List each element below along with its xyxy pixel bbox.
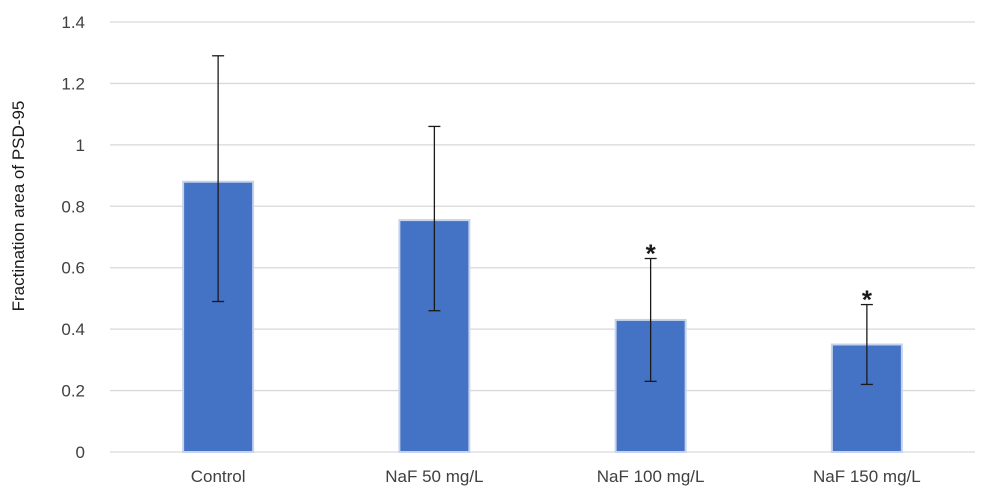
- y-axis-label: Fractination area of PSD-95: [9, 101, 28, 312]
- error-bar-1: [428, 125, 441, 312]
- grid-lines: [110, 21, 975, 453]
- x-tick-label: NaF 150 mg/L: [813, 467, 921, 486]
- bars: [182, 180, 903, 453]
- significance-marker-3: *: [862, 285, 873, 315]
- y-tick-label: 0.4: [61, 320, 85, 339]
- error-bars: [212, 55, 873, 386]
- x-tick-label: NaF 50 mg/L: [385, 467, 483, 486]
- x-axis-tick-labels: Control NaF 50 mg/L NaF 100 mg/L NaF 150 mg…: [191, 467, 921, 486]
- error-bar-0: [212, 55, 225, 303]
- x-tick-label: Control: [191, 467, 246, 486]
- y-tick-label: 0.8: [61, 197, 85, 216]
- y-tick-label: 1.4: [61, 13, 85, 32]
- y-tick-label: 1.2: [61, 74, 85, 93]
- y-tick-label: 0.6: [61, 259, 85, 278]
- y-tick-label: 0: [76, 443, 85, 462]
- y-tick-label: 1: [76, 136, 85, 155]
- error-bar-3: [860, 303, 873, 386]
- error-bar-2: [644, 257, 657, 383]
- significance-marker-2: *: [646, 239, 657, 269]
- significance-annotations: **: [646, 239, 873, 315]
- y-tick-label: 0.2: [61, 382, 85, 401]
- x-tick-label: NaF 100 mg/L: [597, 467, 705, 486]
- y-axis-tick-labels: 0 0.2 0.4 0.6 0.8 1 1.2 1.4: [61, 13, 85, 462]
